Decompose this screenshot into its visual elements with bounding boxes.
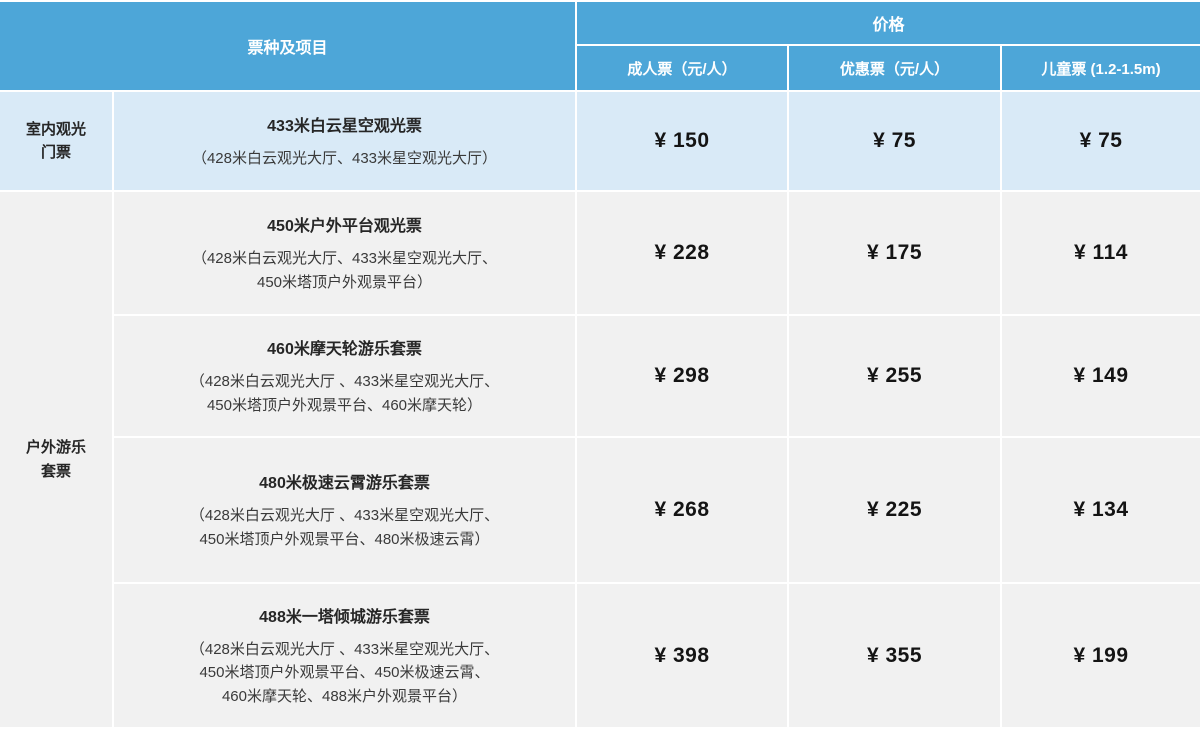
item-title: 450米户外平台观光票	[267, 218, 422, 236]
item-subtitle-line: （428米白云观光大厅、433米星空观光大厅、	[191, 250, 498, 268]
item-subtitle-line: （428米白云观光大厅、433米星空观光大厅）	[191, 149, 498, 167]
price-value: ¥ 114	[1074, 241, 1128, 264]
category-line: 门票	[40, 144, 71, 161]
price-cell-discount: ¥ 255	[789, 316, 1000, 436]
item-cell: 488米一塔倾城游乐套票 （428米白云观光大厅 、433米星空观光大厅、 45…	[114, 584, 575, 727]
price-value: ¥ 398	[654, 643, 710, 667]
item-title: 488米一塔倾城游乐套票	[259, 609, 430, 627]
price-cell-adult: ¥ 150	[577, 92, 787, 190]
item-title: 480米极速云霄游乐套票	[259, 475, 430, 493]
price-value: ¥ 268	[654, 498, 710, 521]
price-value: ¥ 355	[866, 643, 923, 667]
item-subtitle-line: 450米塔顶户外观景平台、460米摩天轮）	[206, 396, 483, 414]
price-cell-adult: ¥ 268	[577, 438, 787, 582]
price-value: ¥ 199	[1073, 643, 1129, 667]
item-title: 433米白云星空观光票	[267, 117, 422, 135]
header-adult-ticket: 成人票（元/人）	[577, 46, 787, 90]
item-title: 460米摩天轮游乐套票	[267, 341, 422, 359]
category-line: 套票	[40, 462, 71, 480]
price-cell-child: ¥ 75	[1002, 92, 1200, 190]
item-subtitle: （428米白云观光大厅 、433米星空观光大厅、 450米塔顶户外观景平台、48…	[190, 504, 499, 551]
item-cell: 450米户外平台观光票 （428米白云观光大厅、433米星空观光大厅、 450米…	[114, 192, 575, 314]
header-child-ticket: 儿童票 (1.2-1.5m)	[1002, 46, 1200, 90]
price-cell-adult: ¥ 298	[577, 316, 787, 436]
header-discount-ticket: 优惠票（元/人）	[789, 46, 1000, 90]
category-outdoor-packages: 户外游乐 套票	[0, 192, 112, 727]
header-price-group-label: 价格	[872, 17, 905, 34]
header-adult-ticket-label: 成人票（元/人）	[627, 60, 737, 78]
price-cell-discount: ¥ 355	[789, 584, 1000, 727]
header-discount-ticket-label: 优惠票（元/人）	[839, 60, 950, 78]
item-cell: 460米摩天轮游乐套票 （428米白云观光大厅 、433米星空观光大厅、 450…	[114, 316, 575, 436]
item-cell: 433米白云星空观光票 （428米白云观光大厅、433米星空观光大厅）	[114, 92, 575, 190]
category-indoor-sightseeing: 室内观光 门票	[0, 92, 112, 190]
header-child-ticket-label: 儿童票 (1.2-1.5m)	[1041, 60, 1161, 78]
price-cell-child: ¥ 199	[1002, 584, 1200, 727]
price-value: ¥ 298	[654, 364, 710, 387]
price-cell-child: ¥ 134	[1002, 438, 1200, 582]
price-value: ¥ 150	[654, 129, 710, 152]
price-value: ¥ 255	[866, 364, 923, 387]
item-subtitle-line: （428米白云观光大厅 、433米星空观光大厅、	[189, 373, 500, 391]
item-subtitle-line: 450米塔顶户外观景平台）	[256, 273, 433, 291]
price-cell-adult: ¥ 228	[577, 192, 787, 314]
price-value: ¥ 225	[866, 498, 923, 521]
item-cell: 480米极速云霄游乐套票 （428米白云观光大厅 、433米星空观光大厅、 45…	[114, 438, 575, 582]
price-cell-child: ¥ 114	[1002, 192, 1200, 314]
item-subtitle: （428米白云观光大厅、433米星空观光大厅）	[192, 147, 497, 170]
category-line: 户外游乐	[25, 439, 86, 457]
item-subtitle-line: （428米白云观光大厅 、433米星空观光大厅、	[189, 507, 500, 525]
item-subtitle: （428米白云观光大厅、433米星空观光大厅、 450米塔顶户外观景平台）	[192, 247, 497, 294]
price-cell-discount: ¥ 225	[789, 438, 1000, 582]
item-subtitle: （428米白云观光大厅 、433米星空观光大厅、 450米塔顶户外观景平台、46…	[190, 370, 499, 417]
item-subtitle-line: 460米摩天轮、488米户外观景平台）	[221, 687, 468, 705]
price-value: ¥ 149	[1073, 364, 1129, 387]
item-subtitle-line: 450米塔顶户外观景平台、450米极速云霄、	[199, 664, 490, 682]
price-value: ¥ 75	[1079, 129, 1123, 152]
price-value: ¥ 75	[873, 129, 916, 152]
price-value: ¥ 134	[1073, 498, 1129, 521]
price-cell-discount: ¥ 175	[789, 192, 1000, 314]
header-ticket-type: 票种及项目	[0, 2, 575, 90]
price-cell-adult: ¥ 398	[577, 584, 787, 727]
price-value: ¥ 228	[654, 241, 710, 264]
price-value: ¥ 175	[866, 241, 923, 264]
price-cell-child: ¥ 149	[1002, 316, 1200, 436]
category-line: 室内观光	[25, 120, 86, 138]
header-ticket-type-label: 票种及项目	[247, 40, 328, 57]
price-cell-discount: ¥ 75	[789, 92, 1000, 190]
header-price-group: 价格	[577, 2, 1200, 44]
item-subtitle: （428米白云观光大厅 、433米星空观光大厅、 450米塔顶户外观景平台、45…	[190, 638, 499, 708]
item-subtitle-line: 450米塔顶户外观景平台、480米极速云霄）	[199, 530, 490, 548]
item-subtitle-line: （428米白云观光大厅 、433米星空观光大厅、	[189, 641, 500, 659]
